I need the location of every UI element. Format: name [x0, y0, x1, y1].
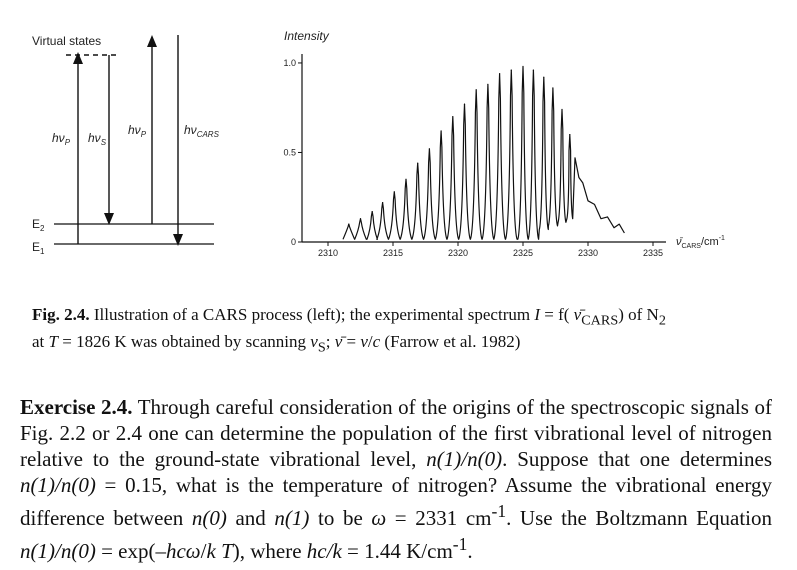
- spectrum-peak: [543, 76, 545, 78]
- spectrum-peak: [371, 210, 373, 213]
- virtual-states-label: Virtual states: [32, 34, 101, 48]
- exercise-text: . Suppose that one determines: [502, 447, 773, 471]
- spectrum-peak: [440, 130, 442, 132]
- caption-italic: T: [48, 332, 58, 352]
- x-axis-title: ν̄CARS/cm-1: [676, 235, 725, 250]
- hvp-label-2: hνP: [128, 123, 147, 139]
- exercise-text: = 1.44 K/cm: [341, 539, 453, 563]
- spectrum-peak: [417, 162, 419, 164]
- spectrum-peak: [452, 116, 454, 118]
- spectrum-peak: [405, 178, 407, 180]
- caption-italic: c: [372, 332, 381, 352]
- pump-arrow-1-head: [73, 52, 83, 64]
- exercise-math: hc/k: [306, 539, 342, 563]
- exercise-text: /: [200, 539, 207, 563]
- spectrum-peak: [348, 223, 350, 225]
- exercise-text: ), where: [232, 539, 307, 563]
- x-tick-label: 2320: [448, 248, 468, 258]
- exercise-text: Through careful consideration of the ori…: [20, 395, 772, 471]
- caption-text: ;: [325, 332, 335, 352]
- spectrum-peak: [393, 191, 395, 193]
- spectrum-peak: [510, 69, 512, 71]
- exercise-math: n(1)/n(0): [426, 447, 503, 471]
- exercise-math: n(1): [274, 506, 310, 530]
- exercise-text: to be: [309, 506, 372, 530]
- exercise-text: . Use the Boltzmann Equation: [506, 506, 773, 530]
- y-tick-label: 0.5: [283, 147, 296, 157]
- caption-italic: ν: [310, 332, 318, 352]
- hvp-label-1: hνP: [52, 131, 71, 147]
- x-tick-label: 2325: [513, 248, 533, 258]
- figure-caption: Fig. 2.4. Illustration of a CARS process…: [32, 304, 772, 359]
- y-tick-label: 0: [291, 237, 296, 247]
- pump-arrow-2-head: [147, 35, 157, 47]
- caption-sub: 2: [658, 312, 666, 329]
- figure: Virtual states E2 E1 hνP hνS hνP hνCARS …: [32, 29, 725, 258]
- spectrum-peak: [428, 148, 430, 150]
- exercise-math: T: [221, 539, 233, 563]
- hvs-label: hνS: [88, 131, 107, 147]
- spectrum-chart: Intensity 1.00.50 2310 2315 2320 2325 2330 23…: [283, 29, 725, 258]
- caption-text: Illustration of a CARS process (left); t…: [89, 305, 535, 324]
- exercise-math: n(1)/n(0): [20, 473, 96, 497]
- caption-text: /: [367, 332, 373, 352]
- caption-text: at: [32, 332, 49, 352]
- y-tick-label: 1.0: [283, 58, 296, 68]
- x-ticks: 2310 2315 2320 2325 2330 2335: [318, 242, 663, 258]
- caption-label: Fig. 2.4.: [32, 305, 90, 324]
- spectrum-peak: [463, 103, 466, 105]
- y-axis-title: Intensity: [284, 29, 330, 43]
- caption-italic: ν̄: [334, 332, 343, 352]
- caption-text: = 1826 K was obtained by scanning: [58, 332, 311, 352]
- caption-italic: ν: [360, 332, 368, 352]
- spectrum-peak: [552, 87, 554, 89]
- caption-italic: I: [534, 305, 540, 324]
- caption-text: ) of N: [618, 305, 659, 324]
- spectrum-series: [342, 65, 625, 240]
- spectrum-line: [342, 65, 625, 240]
- exercise-math: n(0): [191, 506, 227, 530]
- exercise-text: = 2331 cm: [386, 506, 492, 530]
- exercise-text: and: [226, 506, 275, 530]
- caption-text: =: [342, 332, 361, 352]
- x-tick-label: 2335: [643, 248, 663, 258]
- e2-label: E2: [32, 217, 45, 233]
- exercise-math: hcω: [165, 539, 201, 563]
- exercise-text: = exp(–: [95, 539, 166, 563]
- exercise-sup: -1: [491, 501, 507, 521]
- spectrum-peak: [532, 69, 535, 71]
- exercise-math: ω: [371, 506, 387, 530]
- spectrum-peak: [569, 133, 571, 136]
- caption-sub: CARS: [581, 312, 619, 329]
- caption-italic: ν̄: [573, 305, 582, 324]
- x-tick-label: 2315: [383, 248, 403, 258]
- energy-diagram: Virtual states E2 E1 hνP hνS hνP hνCARS: [32, 34, 220, 256]
- spectrum-peak: [382, 202, 384, 204]
- cars-arrow-head: [173, 234, 183, 246]
- spectrum-peak: [475, 89, 477, 91]
- spectrum-peak: [561, 108, 563, 111]
- exercise-paragraph: Exercise 2.4. Through careful considerat…: [20, 394, 772, 564]
- caption-text: = f(: [540, 305, 574, 324]
- e1-label: E1: [32, 240, 45, 256]
- x-tick-label: 2310: [318, 248, 338, 258]
- caption-sub: S: [317, 339, 326, 356]
- spectrum-peak: [522, 65, 524, 68]
- spectrum-peak: [499, 73, 501, 75]
- caption-text: (Farrow et al. 1982): [380, 332, 521, 352]
- exercise-sup: -1: [452, 534, 468, 554]
- spectrum-peak: [359, 218, 362, 220]
- spectrum-peak: [487, 83, 489, 86]
- y-ticks: 1.0 0.5 0: [283, 58, 302, 247]
- exercise-label: Exercise 2.4.: [20, 395, 133, 419]
- exercise-text: .: [467, 539, 473, 563]
- exercise-math: k: [206, 539, 216, 563]
- exercise-text: = 0.15, what is the temperature of nitro…: [20, 473, 772, 530]
- x-tick-label: 2330: [578, 248, 598, 258]
- exercise-math: n(1)/n(0): [20, 539, 96, 563]
- stokes-arrow-head: [104, 213, 114, 225]
- hvcars-label: hνCARS: [184, 123, 220, 139]
